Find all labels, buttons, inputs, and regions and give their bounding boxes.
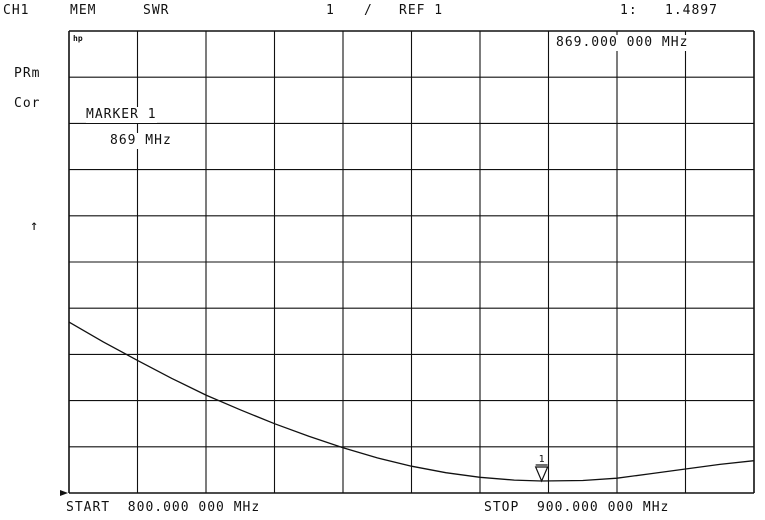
swr-trace [68, 321, 755, 482]
scale-value: 1 [326, 3, 335, 18]
graticule [60, 30, 755, 496]
marker-box-frequency: 869 MHz [110, 133, 172, 149]
marker-1: 1 [534, 454, 549, 483]
cor-annotation: Cor [14, 96, 41, 111]
reference-pointer-icon [60, 490, 68, 496]
reference-arrow-icon: ↑ [30, 218, 40, 234]
format-label: SWR [143, 3, 170, 18]
hp-logo: hp [73, 34, 83, 43]
reference-label: REF 1 [399, 3, 444, 18]
stop-frequency-label: STOP 900.000 000 MHz [484, 500, 670, 515]
start-frequency-label: START 800.000 000 MHz [66, 500, 261, 515]
marker-readout: 1.4897 [665, 3, 718, 18]
marker-box-title: MARKER 1 [86, 107, 157, 123]
channel-label: CH1 [3, 3, 30, 18]
marker-symbol-label: 1 [539, 454, 545, 465]
scale-separator: / [364, 3, 373, 18]
marker-triangle-icon [534, 466, 549, 483]
memory-label: MEM [70, 3, 97, 18]
marker-index: 1: [620, 3, 638, 18]
marker-frequency-readout: 869.000 000 MHz [556, 35, 689, 51]
prm-annotation: PRm [14, 66, 41, 81]
